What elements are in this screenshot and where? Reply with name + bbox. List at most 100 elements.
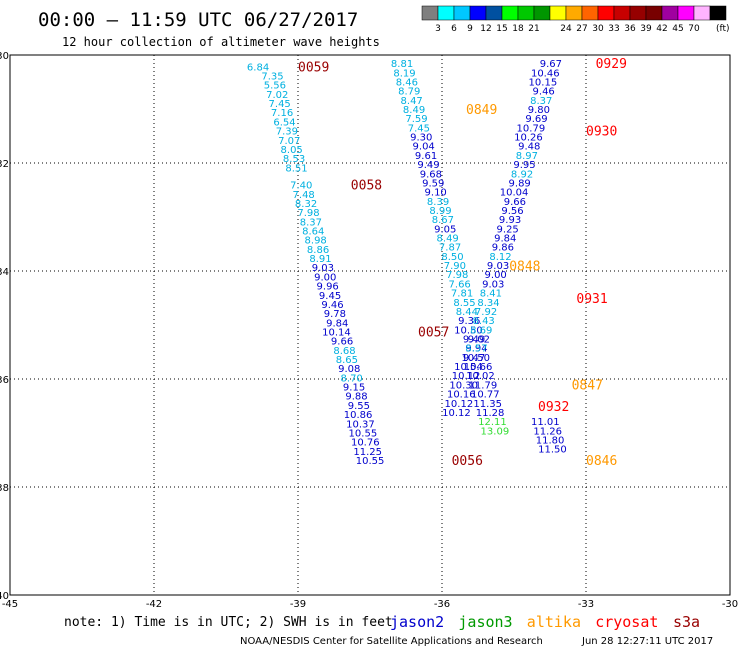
data-point-s3a: 8.86 [307,245,329,256]
time-annotation: 0058 [351,179,382,194]
y-tick-labels: -30 -32 -34 -36 -38 -40 [0,51,9,602]
data-point-jason2: 8.44 [456,307,478,318]
color-scale-tick-label: 21 [528,24,539,34]
color-scale-swatch [613,5,631,21]
data-point-jason2: 8.19 [393,68,415,79]
data-point-cryosat: 9.95 [513,160,535,171]
y-tick-label: -30 [0,51,9,62]
data-point-s3a: 8.65 [336,355,358,366]
data-point-jason2: 9.04 [413,142,435,153]
data-point-s3a: 9.84 [326,318,348,329]
time-annotation: 0059 [298,60,329,75]
color-scale-tick-label: 39 [640,24,652,34]
color-scale-tick-label: 24 [560,24,572,34]
data-point-jason2: 9.59 [422,178,444,189]
data-point-jason2: 8.46 [396,77,418,88]
data-point-s3a: 9.03 [312,263,334,274]
time-annotation: 0056 [452,454,483,469]
data-point-s3a: 9.00 [314,272,336,283]
data-point-cryosat: 8.12 [489,252,511,263]
data-point-cryosat: 11.80 [536,435,565,446]
color-scale-swatch [581,5,599,21]
color-scale-bar: 3 6 9 12 15 18 21 24 27 30 33 36 39 42 45 70 [421,5,727,34]
data-point-jason2: 8.81 [391,59,413,70]
color-scale-tick-label: 9 [467,24,473,34]
data-point-cryosat: 9.67 [540,59,562,70]
data-point-cryosat: 8.34 [477,298,499,309]
data-point-cryosat: 11.26 [533,426,562,437]
footer-credit: NOAA/NESDIS Center for Satellite Applica… [240,636,543,647]
data-point-s3a: 8.68 [333,346,355,357]
data-point-s3a: 6.54 [273,117,295,128]
data-point-cryosat: 10.12 [442,408,471,419]
data-point-s3a: 7.48 [293,190,315,201]
data-point-s3a: 9.66 [331,337,353,348]
data-point-jason2: 10.02 [466,371,495,382]
data-point-jason2: 7.90 [444,261,466,272]
time-annotation: 0929 [596,57,627,72]
data-point-jason2: 9.49 [417,160,439,171]
color-scale-swatch [501,5,519,21]
color-scale-tick-label: 30 [592,24,604,34]
data-point-jason2: 10.50 [454,325,483,336]
color-scale-swatch [565,5,583,21]
data-point-jason2: 8.67 [432,215,454,226]
color-scale-tick-label: 36 [624,24,636,34]
data-point-cryosat: 9.00 [485,270,507,281]
satellite-legend: jason2 jason3 altika cryosat s3a [390,613,700,631]
data-point-jason2: 9.36 [458,316,480,327]
data-point-jason2: 11.28 [476,408,505,419]
data-point-jason2: 8.55 [453,298,475,309]
data-point-s3a: 8.37 [300,217,322,228]
data-point-s3a: 7.16 [271,108,293,119]
data-point-s3a: 9.55 [348,401,370,412]
data-point-s3a: 9.15 [343,383,365,394]
legend-s3a: s3a [673,613,700,631]
data-point-cryosat: 8.92 [511,169,533,180]
data-point-jason2: 9.30 [410,133,432,144]
color-scale-swatch [645,5,663,21]
data-point-jason2: 9.49 [463,335,485,346]
data-point-s3a: 8.64 [302,227,324,238]
data-point-jason2: 7.98 [446,270,468,281]
time-annotation: 0057 [418,325,449,340]
data-point-cryosat: 10.26 [514,133,543,144]
data-point-cryosat: 9.86 [492,243,514,254]
footer-timestamp: Jun 28 12:27:11 UTC 2017 [581,636,713,647]
x-tick-label: -30 [722,599,738,610]
data-point-jason2: 9.05 [434,224,456,235]
data-point-s3a: 8.32 [295,199,317,210]
data-point-cryosat: 9.46 [533,87,555,98]
data-point-jason3: 13.09 [481,426,510,437]
data-point-cryosat: 10.04 [500,188,529,199]
x-tick-labels: -45 -42 -39 -36 -33 -30 [2,599,738,610]
time-annotation: 0848 [509,260,540,275]
data-point-s3a: 7.40 [290,181,312,192]
data-point-s3a: 8.98 [305,236,327,247]
color-scale-tick-label: 12 [480,24,491,34]
data-point-s3a: 5.56 [264,81,286,92]
color-scale-swatch [453,5,471,21]
color-scale-tick-label: 6 [451,24,457,34]
color-scale-tick-label: 27 [576,24,587,34]
color-scale-swatch [661,5,679,21]
data-point-s3a: 8.91 [309,254,331,265]
data-point-cryosat: 11.01 [531,417,560,428]
data-point-jason2: 7.66 [449,279,471,290]
data-point-jason2: 7.87 [439,243,461,254]
data-point-jason2: 8.49 [403,105,425,116]
x-tick-label: -42 [146,599,162,610]
data-point-cryosat: 9.84 [494,234,516,245]
color-scale-tick-label: 3 [435,24,441,34]
data-point-cryosat: 10.16 [447,390,476,401]
data-point-cryosat: 9.47 [463,353,485,364]
y-tick-label: -38 [0,483,9,494]
x-tick-label: -36 [434,599,450,610]
time-annotation: 0846 [586,454,617,469]
data-point-jason2: 10.50 [461,353,490,364]
time-annotation: 0931 [576,292,607,307]
data-point-s3a: 10.55 [356,456,385,467]
time-annotations: 0059 0058 0057 0056 0849 0847 0846 0929 0930 0931… [298,57,627,469]
data-point-cryosat: 10.12 [445,399,474,410]
x-tick-label: -33 [578,599,594,610]
